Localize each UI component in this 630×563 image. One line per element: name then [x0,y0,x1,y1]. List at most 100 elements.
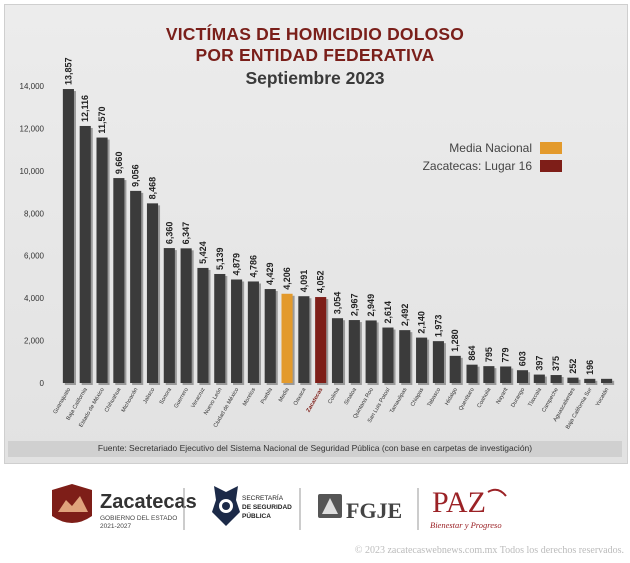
bar [79,125,91,383]
seguridad-line3: PÚBLICA [242,511,271,520]
bar [399,330,411,383]
bar-value-label: 2,614 [383,301,393,324]
bar-chart: 0 2,000 4,000 6,000 8,000 10,000 12,000 14,000 1… [20,58,615,430]
bar-value-label: 864 [467,346,477,361]
bar [500,366,512,383]
category-label: Media [278,386,291,403]
bar-value-label: 11,570 [97,107,107,134]
bar-value-label: 5,139 [215,247,225,270]
bar [382,327,394,383]
bar [466,364,478,383]
category-label: Jalisco [142,387,156,405]
category-label: Sinaloa [344,386,359,406]
bar-value-label: 8,468 [148,177,158,200]
seguridad-publica-logo: SECRETARÍA DE SEGURIDAD PÚBLICA [212,486,292,526]
category-label: Zacatecas [306,387,325,413]
bar [348,320,360,383]
bar [550,375,562,383]
zacatecas-logo: Zacatecas GOBIERNO DEL ESTADO 2021-2027 [52,484,197,530]
bar-value-label: 375 [551,356,561,371]
category-label: Campeche [541,387,560,413]
bar [180,248,192,383]
source-note: Fuente: Secretariado Ejecutivo del Siste… [97,443,533,453]
y-tick-label: 12,000 [20,124,45,133]
fgje-logo: FGJE [318,494,402,523]
category-label: Chihuahua [104,386,123,413]
bar [584,378,596,383]
bar [96,137,108,383]
zacatecas-sub2: 2021-2027 [100,523,131,530]
paz-sub: Bienestar y Progreso [430,520,502,530]
bar-value-label: 1,280 [450,329,460,352]
bar [130,190,142,383]
bar [62,89,74,384]
fgje-name: FGJE [346,498,402,523]
bar [533,374,545,383]
chart-subtitle: Septiembre 2023 [245,68,385,88]
bar-value-label: 2,967 [349,294,359,317]
bar [416,337,428,383]
bar [247,281,259,383]
bar-value-label: 6,360 [164,222,174,245]
bar [214,273,226,383]
seguridad-line2: DE SEGURIDAD [242,504,292,511]
bar-value-label: 397 [534,356,544,371]
bar-value-label: 4,786 [248,255,258,278]
y-tick-label: 2,000 [24,337,45,346]
bar-value-label: 3,054 [333,292,343,315]
y-tick-label: 0 [40,379,45,388]
category-label: Durango [510,387,526,409]
bar [315,297,327,383]
bar [516,370,529,383]
bar-value-label: 4,091 [299,270,309,293]
bar-value-label: 4,206 [282,267,292,290]
category-label: Hidalgo [444,387,459,406]
copyright-note: © 2023 zacatecaswebnews.com.mx Todos los… [354,545,624,556]
bar-value-label: 1,973 [433,315,443,338]
category-label: Tlaxcala [527,386,543,408]
bar-value-label: 4,052 [316,271,326,294]
bar-value-label: 2,140 [417,311,427,334]
legend-label: Media Nacional [449,141,532,155]
seguridad-line1: SECRETARÍA [242,493,284,502]
category-label: Sonora [159,386,174,405]
bar [567,377,579,383]
bar [298,296,310,383]
bar [432,341,444,383]
bar-value-label: 6,347 [181,222,191,245]
bar [281,293,293,383]
y-tick-label: 6,000 [24,252,45,261]
category-label: Guerrero [173,387,189,409]
category-label: Chiapas [410,387,426,408]
y-tick-label: 4,000 [24,294,45,303]
category-label: Tabasco [427,387,443,408]
category-label: Coahuila [476,386,493,409]
bar-value-label: 795 [484,347,494,362]
bar-value-label: 2,949 [366,294,376,317]
category-label: Querétaro [458,387,476,412]
chart-title-line2: POR ENTIDAD FEDERATIVA [195,45,435,65]
bar [231,279,243,383]
paz-name: PAZ [432,486,486,519]
category-label: Oaxaca [293,386,308,406]
paz-logo: PAZ Bienestar y Progreso [430,486,507,530]
category-label: Michoacán [121,387,140,413]
chart-title-line1: VICTÍMAS DE HOMICIDIO DOLOSO [165,24,465,44]
bar [365,320,377,383]
bar-value-label: 4,429 [265,263,275,286]
category-label: Yucatán [595,387,610,408]
bar-value-label: 4,879 [232,253,242,276]
bar-value-label: 2,492 [400,304,410,327]
bar-value-label: 603 [518,351,528,366]
bar-value-label: 9,660 [114,152,124,175]
bar [601,378,613,383]
category-label: Morelos [242,387,257,407]
logos-strip: Zacatecas GOBIERNO DEL ESTADO 2021-2027 … [52,484,507,530]
legend-swatch [540,160,562,172]
bar [331,318,344,383]
legend-label: Zacatecas: Lugar 16 [423,159,533,173]
category-label: Puebla [260,386,274,405]
bar-value-label: 12,116 [80,95,90,122]
bar [146,203,159,383]
y-tick-label: 8,000 [24,209,45,218]
